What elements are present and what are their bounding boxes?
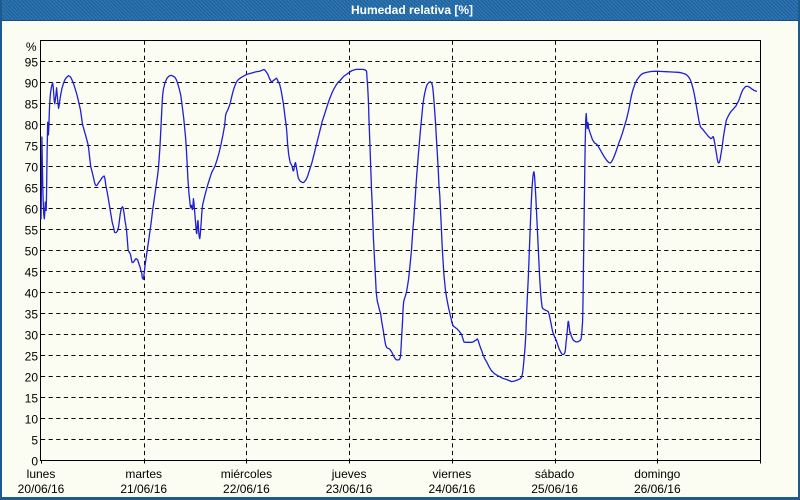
svg-text:viernes: viernes [433,467,472,481]
svg-text:miércoles: miércoles [221,467,272,481]
svg-text:21/06/16: 21/06/16 [120,482,167,496]
svg-text:jueves: jueves [331,467,367,481]
svg-text:55: 55 [25,223,39,237]
svg-text:20/06/16: 20/06/16 [18,482,65,496]
svg-text:50: 50 [25,244,39,258]
svg-text:sábado: sábado [535,467,575,481]
svg-text:35: 35 [25,307,39,321]
svg-text:23/06/16: 23/06/16 [326,482,373,496]
svg-text:22/06/16: 22/06/16 [223,482,270,496]
svg-text:25/06/16: 25/06/16 [531,482,578,496]
svg-text:26/06/16: 26/06/16 [634,482,681,496]
svg-text:24/06/16: 24/06/16 [429,482,476,496]
svg-text:45: 45 [25,265,39,279]
svg-text:lunes: lunes [27,467,56,481]
svg-text:80: 80 [25,118,39,132]
svg-text:15: 15 [25,391,39,405]
svg-text:10: 10 [25,412,39,426]
svg-text:0: 0 [31,454,38,468]
svg-text:martes: martes [125,467,162,481]
svg-text:90: 90 [25,76,39,90]
svg-text:domingo: domingo [634,467,680,481]
svg-text:20: 20 [25,370,39,384]
svg-text:65: 65 [25,181,39,195]
svg-text:85: 85 [25,97,39,111]
svg-text:40: 40 [25,286,39,300]
svg-text:75: 75 [25,139,39,153]
svg-text:70: 70 [25,160,39,174]
svg-text:%: % [26,40,37,54]
svg-text:5: 5 [31,433,38,447]
svg-text:95: 95 [25,55,39,69]
svg-text:60: 60 [25,202,39,216]
svg-text:25: 25 [25,349,39,363]
svg-text:30: 30 [25,328,39,342]
